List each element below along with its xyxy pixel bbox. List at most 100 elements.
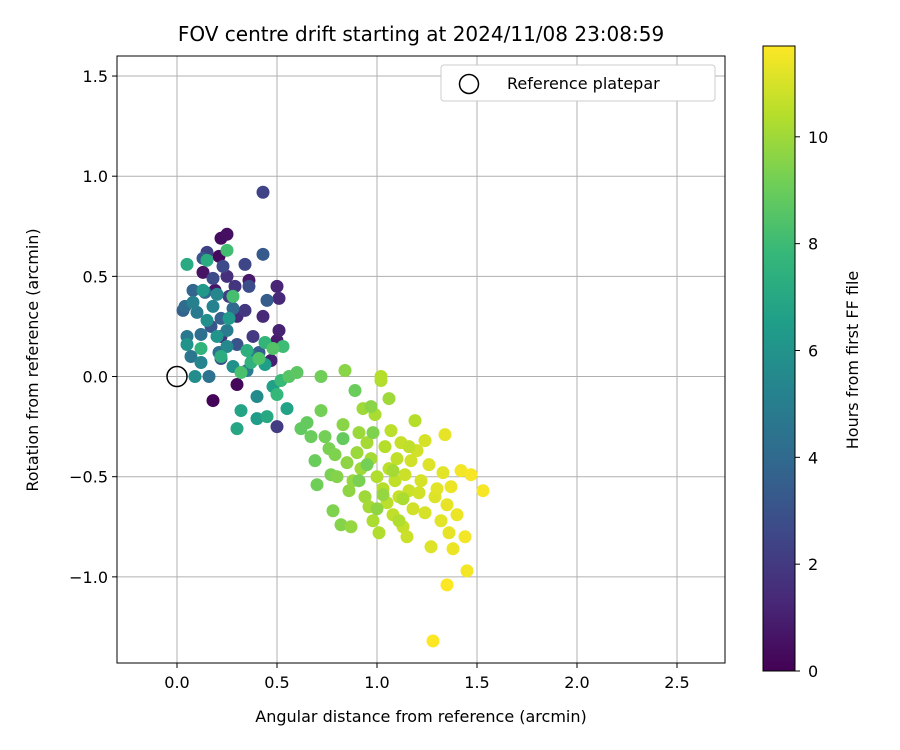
- data-point: [220, 227, 234, 241]
- data-point: [180, 337, 194, 351]
- data-point: [434, 514, 448, 528]
- data-point: [476, 484, 490, 498]
- data-point: [220, 269, 234, 283]
- plot-frame: [116, 55, 726, 664]
- data-point: [386, 464, 400, 478]
- data-point: [226, 301, 240, 315]
- data-point: [188, 370, 202, 384]
- data-point: [326, 504, 340, 518]
- data-point: [454, 464, 468, 478]
- colorbar-label: Hours from first FF file: [843, 271, 862, 450]
- y-tick-label: 1.5: [83, 67, 108, 86]
- x-axis-label: Angular distance from reference (arcmin): [255, 707, 586, 726]
- data-point: [300, 416, 314, 430]
- data-point: [342, 484, 356, 498]
- data-point: [398, 468, 412, 482]
- data-point: [414, 474, 428, 488]
- data-point: [206, 394, 220, 408]
- colorbar-tick-label: 10: [808, 128, 828, 147]
- data-point: [246, 329, 260, 343]
- y-axis-label: Rotation from reference (arcmin): [23, 228, 42, 491]
- data-point: [360, 458, 374, 472]
- data-point: [344, 520, 358, 534]
- data-point: [412, 486, 426, 500]
- data-point: [250, 390, 264, 404]
- data-point: [430, 482, 444, 496]
- data-point: [370, 502, 384, 516]
- y-tick-label: −1.0: [69, 568, 108, 587]
- data-point: [194, 327, 208, 341]
- data-point: [348, 384, 362, 398]
- colorbar-tick-label: 6: [808, 341, 818, 360]
- data-point: [256, 247, 270, 261]
- x-tick-label: 1.0: [364, 673, 389, 692]
- colorbar-tick-label: 0: [808, 662, 818, 681]
- data-point: [390, 452, 404, 466]
- data-point: [242, 279, 256, 293]
- y-tick-label: 1.0: [83, 167, 108, 186]
- data-point: [266, 341, 280, 355]
- reference-marker: [166, 365, 188, 388]
- data-point: [374, 370, 388, 384]
- data-point: [214, 349, 228, 363]
- data-point: [376, 488, 390, 502]
- data-point: [210, 329, 224, 343]
- colorbar-tick-label: 8: [808, 235, 818, 254]
- data-point: [372, 526, 386, 540]
- data-point: [220, 323, 234, 337]
- data-point: [184, 349, 198, 363]
- data-point: [384, 424, 398, 438]
- data-point: [230, 422, 244, 436]
- data-point: [336, 418, 350, 432]
- data-point: [206, 271, 220, 285]
- data-point: [366, 426, 380, 440]
- data-point: [406, 502, 420, 516]
- data-point: [314, 370, 328, 384]
- data-point: [458, 530, 472, 544]
- data-point: [270, 279, 284, 293]
- data-point: [190, 305, 204, 319]
- data-point: [304, 430, 318, 444]
- data-point: [194, 356, 208, 370]
- data-point: [260, 293, 274, 307]
- data-point: [400, 530, 414, 544]
- data-point: [402, 440, 416, 454]
- y-tick-label: 0.0: [83, 368, 108, 387]
- data-point: [340, 456, 354, 470]
- data-point: [270, 420, 284, 434]
- x-axis-ticks: 0.0 0.5 1.0 1.5 2.0 2.5: [164, 663, 690, 692]
- data-point: [200, 313, 214, 327]
- data-point: [210, 287, 224, 301]
- data-point: [442, 526, 456, 540]
- legend-label: Reference platepar: [507, 74, 660, 93]
- x-tick-label: 1.5: [464, 673, 489, 692]
- data-point: [252, 351, 266, 365]
- data-point: [424, 540, 438, 554]
- colorbar: 0 2 4 6 8 10 Hours from first FF file: [762, 45, 862, 681]
- data-point: [450, 508, 464, 522]
- data-point: [328, 448, 342, 462]
- data-point: [370, 470, 384, 484]
- data-point: [256, 309, 270, 323]
- data-point: [272, 291, 286, 305]
- x-tick-label: 2.5: [664, 673, 689, 692]
- data-point: [314, 404, 328, 418]
- data-point: [220, 243, 234, 257]
- data-point: [250, 412, 264, 426]
- y-tick-label: −0.5: [69, 468, 108, 487]
- y-axis-ticks: −1.0 −0.5 0.0 0.5 1.0 1.5: [69, 67, 117, 587]
- colorbar-tick-label: 2: [808, 555, 818, 574]
- data-point: [408, 414, 422, 428]
- data-point: [350, 446, 364, 460]
- data-point: [230, 337, 244, 351]
- data-point: [290, 366, 304, 380]
- data-point: [436, 466, 450, 480]
- data-point: [270, 388, 284, 402]
- data-point: [226, 289, 240, 303]
- data-point: [440, 578, 454, 592]
- data-point: [234, 404, 248, 418]
- data-point: [418, 506, 432, 520]
- data-point: [272, 323, 286, 337]
- chart-title: FOV centre drift starting at 2024/11/08 …: [178, 22, 664, 46]
